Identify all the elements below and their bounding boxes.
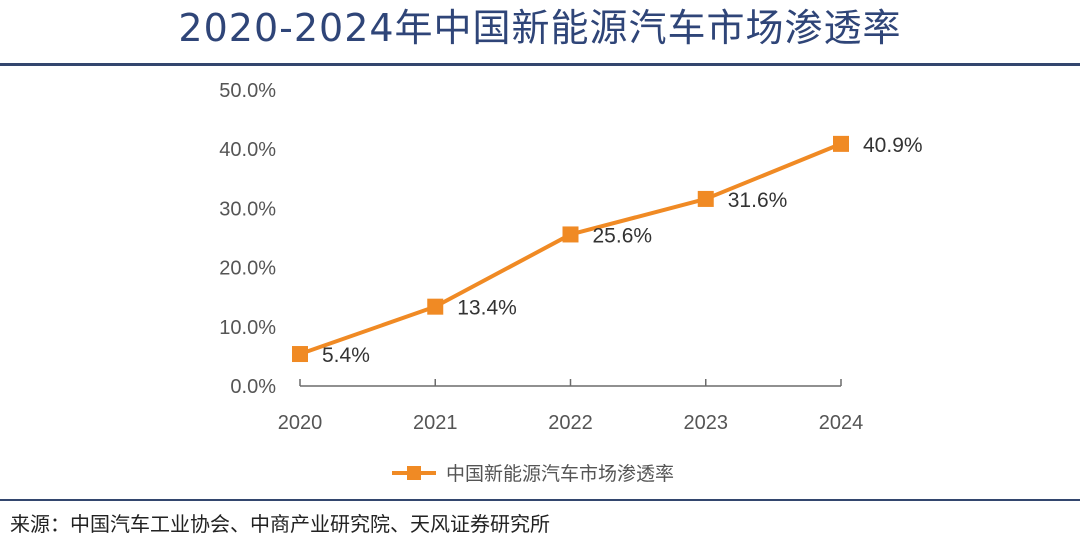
data-point <box>697 190 714 207</box>
y-tick-label: 10.0% <box>219 317 276 339</box>
data-point <box>427 298 444 315</box>
x-tick-label: 2020 <box>278 412 323 434</box>
legend-label: 中国新能源汽车市场渗透率 <box>446 463 674 485</box>
y-tick-label: 20.0% <box>219 258 276 280</box>
series-line <box>298 141 843 357</box>
y-tick-label: 40.0% <box>219 139 276 161</box>
footer-divider <box>0 499 1080 501</box>
data-point <box>833 135 849 152</box>
source-note: 来源：中国汽车工业协会、中商产业研究院、天风证券研究所 <box>10 512 550 536</box>
data-point <box>562 226 579 243</box>
chart-title: 2020-2024年中国新能源汽车市场渗透率 <box>178 6 902 50</box>
y-tick-label: 0.0% <box>230 376 276 398</box>
data-label: 5.4% <box>322 344 370 367</box>
data-label: 40.9% <box>863 134 923 157</box>
x-tick-label: 2022 <box>548 412 593 434</box>
data-label: 13.4% <box>457 297 517 320</box>
x-tick-label: 2023 <box>684 412 729 434</box>
line-chart: 0.0% 10.0% 20.0% 30.0% 40.0% 50.0% 2020 2021 202… <box>219 80 923 485</box>
y-tick-label: 30.0% <box>219 198 276 220</box>
title-divider <box>0 63 1080 66</box>
data-label: 25.6% <box>593 224 653 247</box>
data-point <box>292 346 308 363</box>
y-tick-label: 50.0% <box>219 80 276 102</box>
x-tick-label: 2024 <box>819 412 864 434</box>
legend-marker <box>407 466 421 480</box>
data-label: 31.6% <box>728 189 788 212</box>
x-tick-label: 2021 <box>413 412 458 434</box>
